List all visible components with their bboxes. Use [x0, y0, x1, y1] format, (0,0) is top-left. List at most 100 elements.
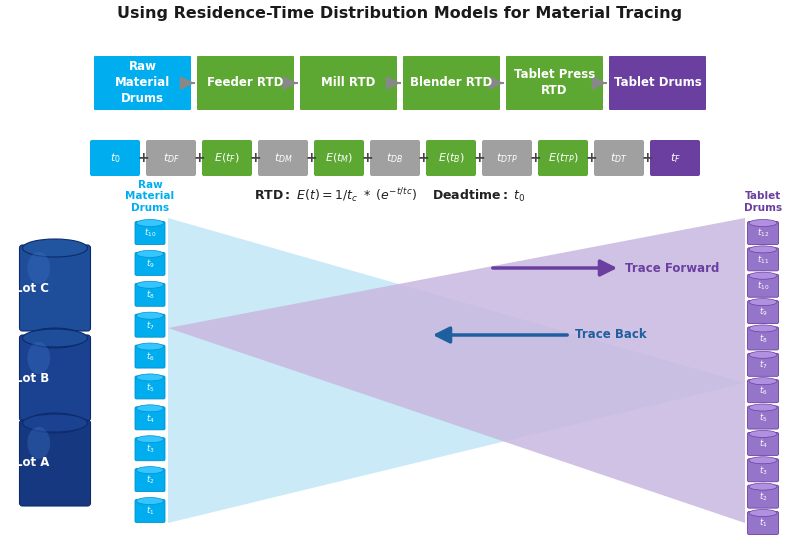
FancyBboxPatch shape: [202, 140, 252, 176]
Text: $E(t_F)$: $E(t_F)$: [214, 151, 240, 165]
FancyBboxPatch shape: [135, 314, 165, 337]
FancyBboxPatch shape: [135, 407, 165, 430]
Ellipse shape: [137, 498, 163, 504]
Ellipse shape: [749, 404, 777, 411]
Ellipse shape: [749, 378, 777, 385]
Text: +: +: [417, 151, 429, 165]
Text: $t_5$: $t_5$: [758, 411, 767, 424]
Ellipse shape: [22, 414, 87, 432]
Ellipse shape: [137, 220, 163, 227]
FancyBboxPatch shape: [197, 56, 294, 110]
Text: $t_5$: $t_5$: [146, 381, 154, 394]
FancyBboxPatch shape: [135, 345, 165, 368]
Text: Tablet
Drums: Tablet Drums: [744, 191, 782, 213]
Text: $t_8$: $t_8$: [146, 289, 154, 301]
Text: $t_{DF}$: $t_{DF}$: [162, 151, 179, 165]
FancyBboxPatch shape: [747, 222, 778, 244]
Text: Tablet Drums: Tablet Drums: [614, 76, 702, 90]
Ellipse shape: [749, 509, 777, 517]
FancyBboxPatch shape: [300, 56, 397, 110]
Text: +: +: [585, 151, 597, 165]
FancyBboxPatch shape: [370, 140, 420, 176]
FancyBboxPatch shape: [135, 283, 165, 306]
Text: Lot B: Lot B: [15, 372, 50, 384]
Ellipse shape: [137, 312, 163, 319]
FancyBboxPatch shape: [426, 140, 476, 176]
Ellipse shape: [26, 413, 84, 433]
Ellipse shape: [137, 281, 163, 288]
Ellipse shape: [749, 325, 777, 332]
FancyBboxPatch shape: [135, 499, 165, 523]
Text: $t_{DB}$: $t_{DB}$: [386, 151, 404, 165]
FancyBboxPatch shape: [135, 438, 165, 461]
Ellipse shape: [22, 239, 87, 257]
Ellipse shape: [137, 374, 163, 381]
Ellipse shape: [27, 427, 50, 459]
Text: $t_4$: $t_4$: [758, 437, 767, 450]
FancyBboxPatch shape: [650, 140, 700, 176]
Text: $t_3$: $t_3$: [758, 464, 767, 477]
Text: $t_6$: $t_6$: [146, 350, 154, 363]
FancyBboxPatch shape: [538, 140, 588, 176]
Text: +: +: [193, 151, 205, 165]
FancyBboxPatch shape: [609, 56, 706, 110]
Text: $t_7$: $t_7$: [758, 358, 767, 371]
FancyBboxPatch shape: [482, 140, 532, 176]
Ellipse shape: [749, 272, 777, 279]
Text: $E(t_{TP})$: $E(t_{TP})$: [547, 151, 578, 165]
Text: $t_F$: $t_F$: [670, 151, 681, 165]
Text: Lot C: Lot C: [15, 281, 49, 295]
Text: +: +: [361, 151, 373, 165]
FancyBboxPatch shape: [747, 512, 778, 535]
Text: $t_1$: $t_1$: [146, 505, 154, 517]
Ellipse shape: [137, 251, 163, 257]
FancyBboxPatch shape: [594, 140, 644, 176]
FancyBboxPatch shape: [314, 140, 364, 176]
FancyBboxPatch shape: [747, 248, 778, 271]
Text: $t_4$: $t_4$: [146, 412, 154, 425]
FancyBboxPatch shape: [747, 459, 778, 482]
Text: Trace Back: Trace Back: [575, 328, 646, 342]
FancyBboxPatch shape: [506, 56, 603, 110]
Text: $t_{DTP}$: $t_{DTP}$: [496, 151, 518, 165]
Text: +: +: [137, 151, 149, 165]
Ellipse shape: [137, 467, 163, 473]
FancyBboxPatch shape: [146, 140, 196, 176]
Text: $t_3$: $t_3$: [146, 443, 154, 456]
FancyBboxPatch shape: [135, 376, 165, 399]
FancyBboxPatch shape: [19, 245, 90, 331]
Ellipse shape: [749, 351, 777, 358]
Text: $t_9$: $t_9$: [758, 306, 767, 319]
Text: $t_2$: $t_2$: [146, 474, 154, 486]
Text: $t_2$: $t_2$: [758, 491, 767, 503]
Text: Lot A: Lot A: [15, 456, 50, 469]
Text: $E(t_M)$: $E(t_M)$: [325, 151, 353, 165]
FancyBboxPatch shape: [19, 420, 90, 506]
FancyBboxPatch shape: [19, 335, 90, 421]
FancyBboxPatch shape: [258, 140, 308, 176]
Text: $t_0$: $t_0$: [110, 151, 120, 165]
Text: $t_{10}$: $t_{10}$: [757, 279, 769, 292]
Text: Raw
Material
Drums: Raw Material Drums: [126, 180, 174, 213]
FancyBboxPatch shape: [747, 301, 778, 324]
Ellipse shape: [749, 457, 777, 464]
Ellipse shape: [137, 436, 163, 443]
Text: Mill RTD: Mill RTD: [322, 76, 376, 90]
Text: $\mathbf{RTD:}\ E(t) = 1/t_c\ *\ (e^{-t/tc})$    $\mathbf{Deadtime:}\ t_0$: $\mathbf{RTD:}\ E(t) = 1/t_c\ *\ (e^{-t/…: [254, 187, 526, 205]
Text: $t_7$: $t_7$: [146, 320, 154, 332]
Polygon shape: [168, 218, 745, 523]
Text: Using Residence-Time Distribution Models for Material Tracing: Using Residence-Time Distribution Models…: [118, 6, 682, 21]
Text: $t_8$: $t_8$: [758, 332, 767, 345]
FancyBboxPatch shape: [403, 56, 500, 110]
Text: $t_9$: $t_9$: [146, 258, 154, 270]
Ellipse shape: [22, 329, 87, 347]
Text: $t_{11}$: $t_{11}$: [757, 253, 769, 265]
Text: Trace Forward: Trace Forward: [625, 262, 719, 274]
Ellipse shape: [137, 405, 163, 412]
FancyBboxPatch shape: [90, 140, 140, 176]
FancyBboxPatch shape: [747, 274, 778, 297]
Text: +: +: [473, 151, 485, 165]
FancyBboxPatch shape: [135, 468, 165, 492]
Text: $t_{12}$: $t_{12}$: [757, 227, 769, 239]
Ellipse shape: [137, 343, 163, 350]
